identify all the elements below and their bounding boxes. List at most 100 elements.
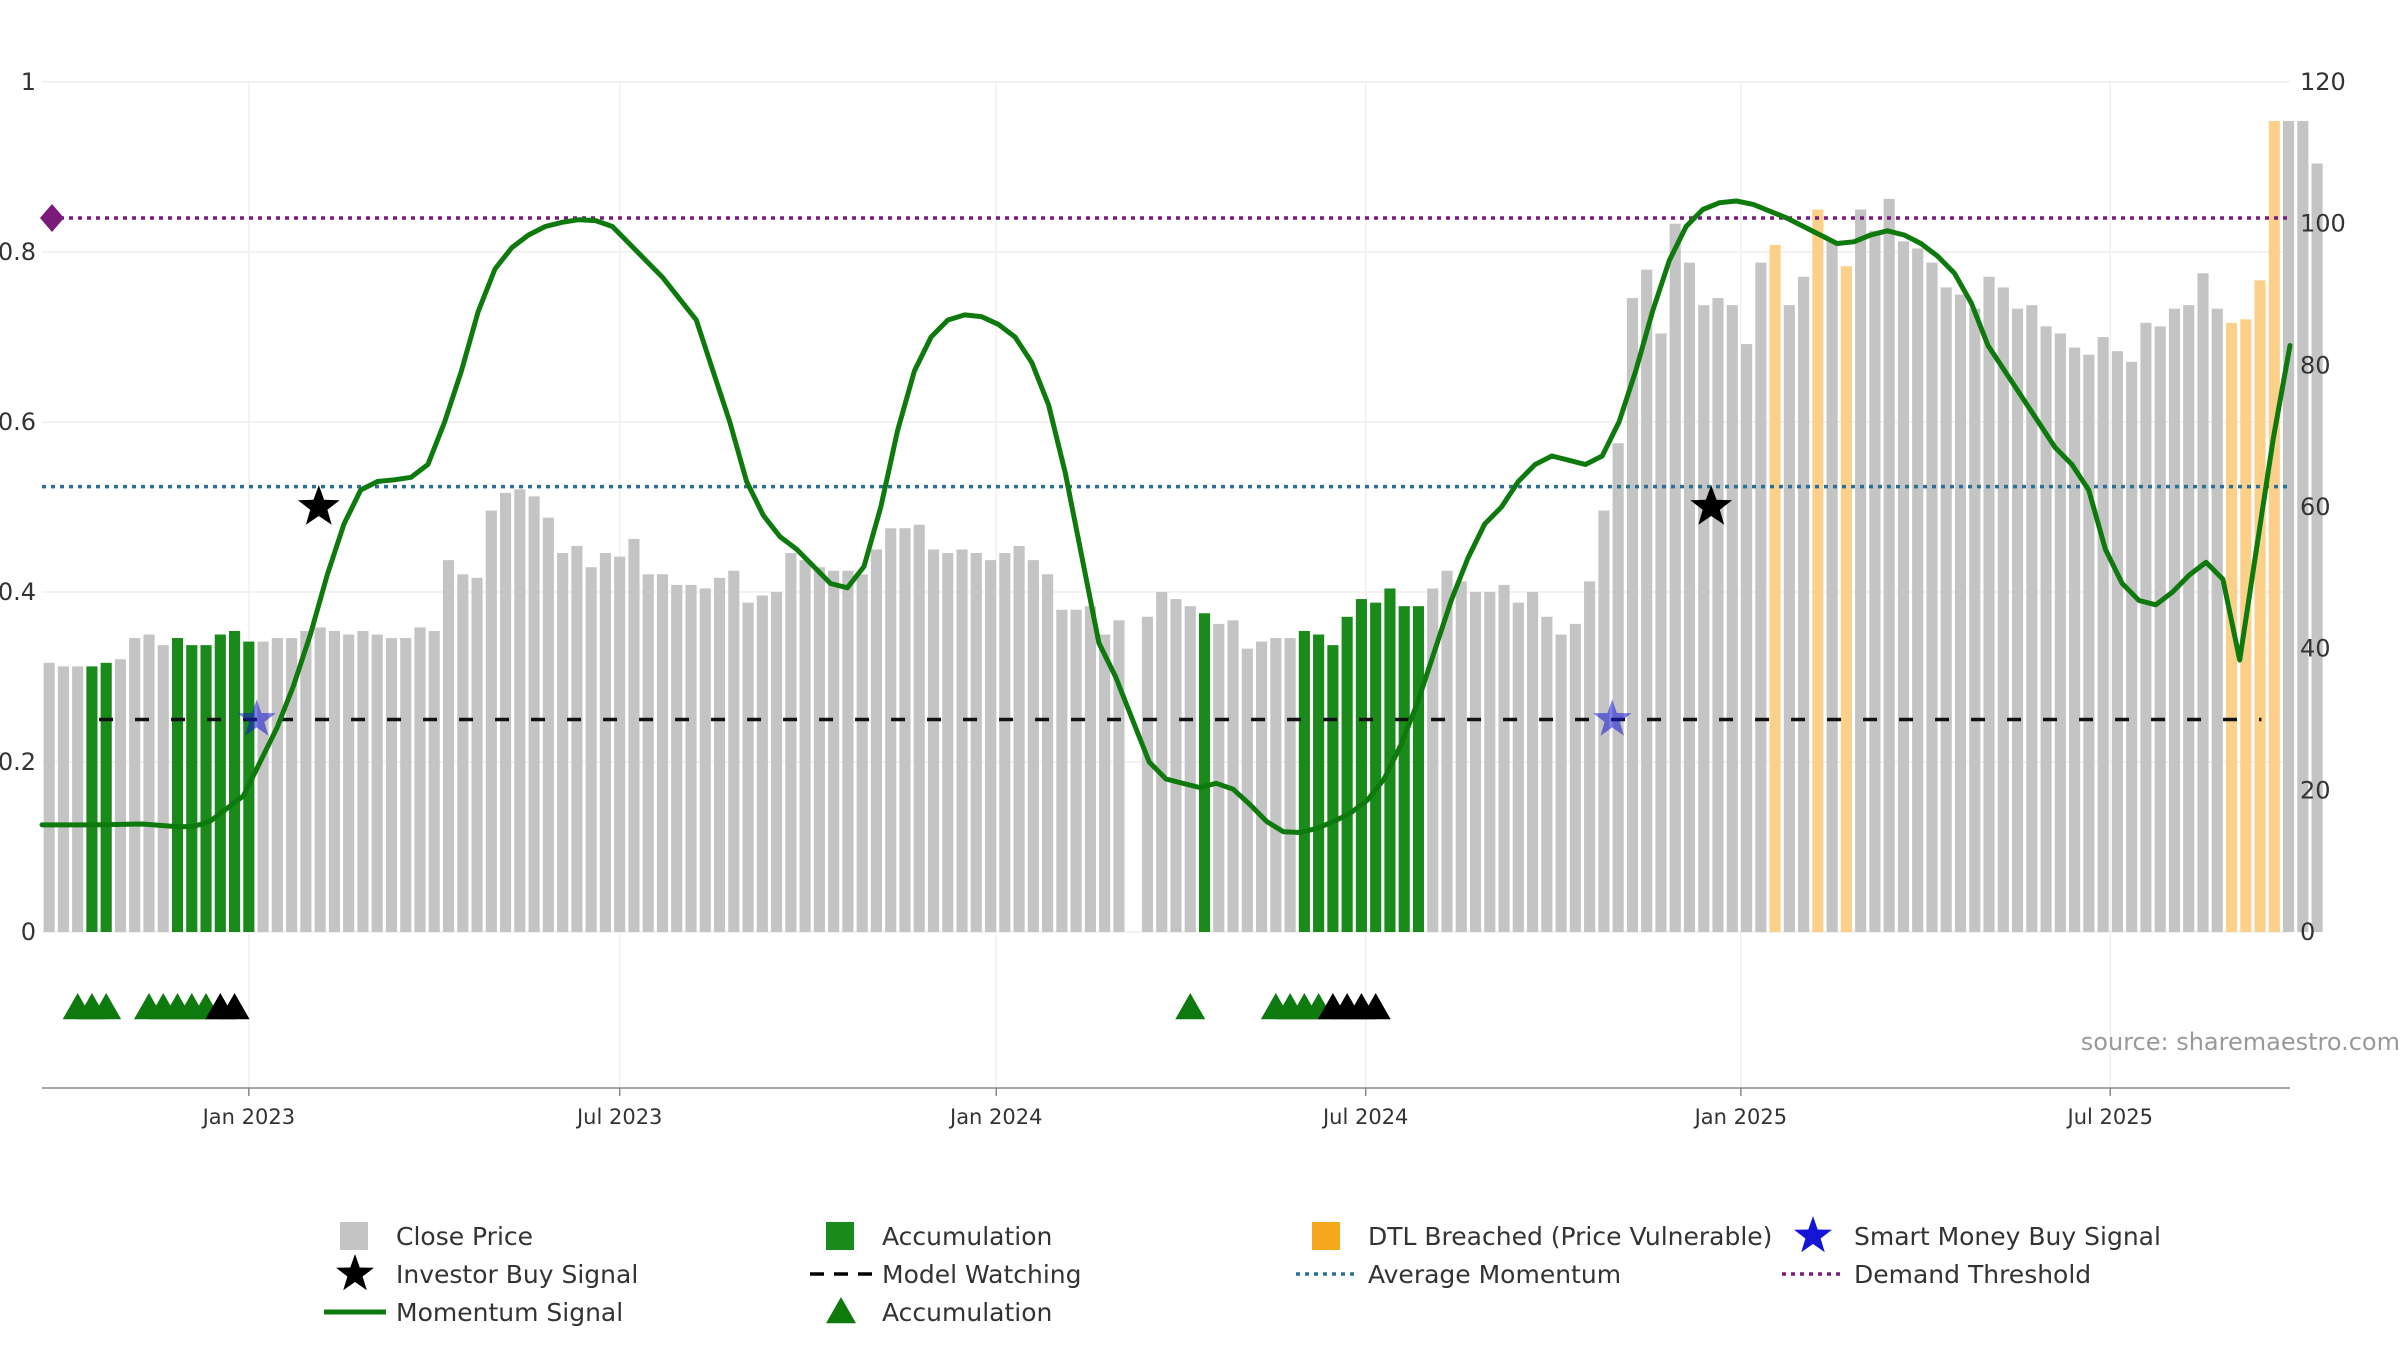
signal-markers <box>237 485 1733 736</box>
close-price-bar <box>1527 592 1539 932</box>
reference-lines <box>40 204 2290 722</box>
close-price-bar <box>2040 326 2052 933</box>
close-price-bar <box>728 570 740 932</box>
accumulation-bar <box>186 645 198 933</box>
close-price-bar <box>1241 648 1253 932</box>
close-price-bar <box>314 627 326 932</box>
legend-swatch <box>336 1254 374 1291</box>
close-price-bar <box>642 574 654 932</box>
close-price-bar <box>300 630 312 932</box>
close-price-bar <box>1099 634 1111 932</box>
close-price-bar <box>1755 262 1767 933</box>
legend-swatch <box>340 1222 368 1250</box>
close-price-bar <box>500 492 512 932</box>
x-tick-label: Jan 2023 <box>201 1105 296 1129</box>
close-price-bar <box>956 549 968 932</box>
close-price-bar <box>1740 344 1753 933</box>
close-price-bar <box>1897 241 1910 933</box>
close-price-bar <box>357 630 369 932</box>
close-price-bar <box>799 560 811 933</box>
close-price-bar <box>485 510 497 932</box>
close-price-bar <box>1455 581 1467 933</box>
legend-label: Average Momentum <box>1368 1260 1621 1289</box>
close-price-bar <box>1084 606 1096 932</box>
close-price-bar <box>970 553 982 932</box>
right-tick-label: 40 <box>2300 635 2331 663</box>
close-price-bar <box>2154 326 2166 933</box>
accumulation-bar <box>1384 588 1396 932</box>
legend-label: Accumulation <box>882 1222 1052 1251</box>
close-price-bar <box>1284 638 1296 932</box>
legend-swatch <box>826 1297 856 1324</box>
accumulation-bar <box>100 662 112 932</box>
close-price-bar <box>2069 347 2081 933</box>
x-tick-label: Jan 2024 <box>948 1105 1043 1129</box>
x-tick-label: Jan 2025 <box>1693 1105 1788 1129</box>
investor-buy-signal-star <box>1690 485 1733 525</box>
close-price-bar <box>129 638 141 932</box>
close-price-bar <box>771 592 783 932</box>
left-tick-label: 0.8 <box>0 238 36 266</box>
accumulation-triangle <box>91 993 122 1020</box>
close-price-bar <box>1056 609 1068 932</box>
right-tick-label: 80 <box>2300 351 2331 379</box>
legend: Close Price Accumulation DTL Breached (Pri… <box>324 1216 2161 1327</box>
legend-label: Model Watching <box>882 1260 1082 1289</box>
close-price-bar <box>1141 616 1154 932</box>
close-price-bar <box>1855 209 1867 932</box>
close-price-bar <box>927 549 940 932</box>
close-price-bar <box>1070 609 1082 932</box>
close-price-bar <box>1983 276 1995 932</box>
close-price-bar <box>114 659 127 932</box>
x-tick-label: Jul 2023 <box>575 1105 662 1129</box>
close-price-bar <box>656 574 669 932</box>
close-price-bar <box>286 638 298 932</box>
accumulation-triangle <box>1175 993 1206 1020</box>
close-price-bar <box>899 528 911 932</box>
close-price-bar <box>528 496 540 932</box>
close-price-bar <box>813 567 825 932</box>
close-price-bar <box>1113 620 1125 932</box>
accumulation-triangle-black <box>219 993 250 1020</box>
accumulation-bar <box>86 666 98 933</box>
close-price-bar <box>1969 308 1981 932</box>
right-tick-label: 120 <box>2300 68 2346 96</box>
demand-threshold-marker <box>40 204 64 232</box>
accumulation-bar <box>1313 634 1325 932</box>
legend-label: DTL Breached (Price Vulnerable) <box>1368 1222 1772 1251</box>
close-price-bar <box>2054 333 2066 933</box>
close-price-bar <box>1441 570 1453 932</box>
close-price-bar <box>1626 298 1638 932</box>
close-price-bar <box>699 588 711 932</box>
accumulation-bar <box>1398 606 1410 932</box>
close-price-bar <box>571 545 583 932</box>
x-tick-label: Jul 2025 <box>2066 1105 2153 1129</box>
accumulation-markers <box>62 993 1391 1020</box>
left-tick-label: 0.4 <box>0 578 36 606</box>
accumulation-bar <box>200 645 212 933</box>
close-price-bar <box>999 553 1011 932</box>
source-note: source: sharemaestro.com <box>2081 1028 2400 1056</box>
dtl-breached-bar <box>1840 266 1852 932</box>
legend-label: Momentum Signal <box>396 1298 623 1327</box>
accumulation-bar <box>1412 606 1425 932</box>
legend-item-momentum: Momentum Signal <box>324 1298 623 1327</box>
close-price-bar <box>756 595 768 932</box>
accumulation-bar <box>1298 630 1310 932</box>
close-price-bar <box>2097 337 2109 932</box>
close-price-bar <box>1469 592 1482 932</box>
close-price-bar <box>671 584 683 932</box>
close-price-bar <box>557 553 569 932</box>
close-price-bar <box>599 553 611 932</box>
accumulation-bar <box>1341 616 1353 932</box>
dtl-breached-bar <box>2268 120 2280 932</box>
accumulation-bar <box>171 638 184 932</box>
close-price-bar <box>1427 588 1439 932</box>
close-price-bar <box>1042 574 1054 932</box>
close-price-bar <box>1726 305 1738 933</box>
close-price-bar <box>1997 287 2009 932</box>
close-price-bar <box>57 666 69 933</box>
close-price-bar <box>400 638 412 932</box>
close-price-bar <box>471 577 483 932</box>
close-price-bar <box>1954 294 1967 932</box>
